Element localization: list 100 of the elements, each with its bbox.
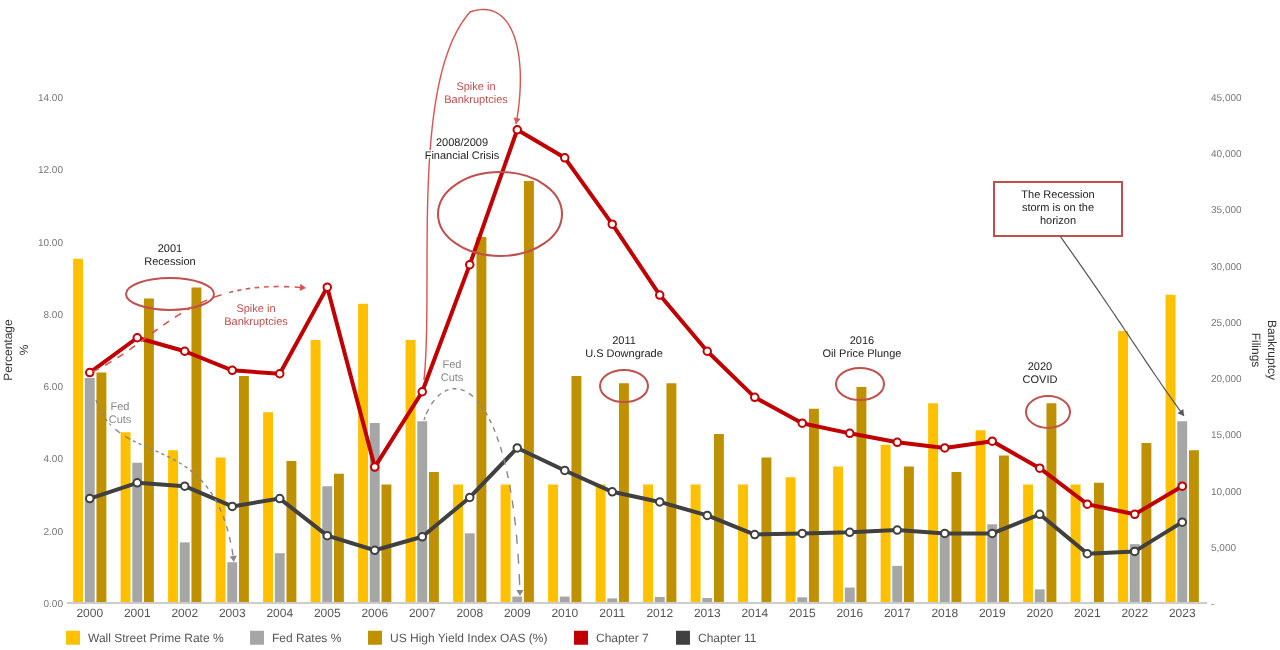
bar <box>523 180 534 602</box>
bar <box>643 484 654 602</box>
point <box>465 259 475 270</box>
bar <box>559 596 570 602</box>
point <box>180 481 190 491</box>
point <box>797 418 807 428</box>
bar <box>1165 294 1176 602</box>
bar <box>84 377 95 602</box>
bar <box>595 484 606 602</box>
point <box>797 528 807 539</box>
point <box>180 346 190 356</box>
bar <box>1118 330 1129 602</box>
bar <box>191 287 202 602</box>
point <box>370 545 380 556</box>
bar <box>238 376 249 602</box>
bar <box>761 457 772 602</box>
point <box>275 369 285 379</box>
point <box>750 392 760 403</box>
point <box>512 125 522 135</box>
bar <box>453 484 464 602</box>
bar <box>476 236 487 602</box>
bar <box>785 477 796 602</box>
bar <box>1177 421 1188 602</box>
point <box>702 346 712 356</box>
bar <box>120 432 131 602</box>
bar <box>1188 450 1199 602</box>
bar <box>833 466 844 602</box>
point <box>1035 463 1045 473</box>
bar <box>1070 484 1081 602</box>
bar <box>500 484 511 602</box>
bar <box>975 430 986 602</box>
bar <box>808 408 819 602</box>
bar <box>333 473 344 602</box>
bar <box>381 484 392 602</box>
bar <box>286 461 297 602</box>
bar <box>215 457 226 602</box>
bar <box>96 372 107 602</box>
bar <box>1034 589 1045 602</box>
bar <box>310 339 321 602</box>
point <box>417 532 427 542</box>
bar <box>666 383 677 602</box>
bar <box>844 587 855 602</box>
point <box>227 501 237 512</box>
point <box>370 462 380 472</box>
point <box>1177 481 1187 491</box>
point <box>655 290 665 300</box>
point <box>987 528 997 539</box>
bar <box>618 383 629 602</box>
bar <box>571 376 582 602</box>
point <box>750 529 760 540</box>
bar <box>73 258 84 602</box>
bar <box>939 535 950 602</box>
point <box>322 530 332 541</box>
bar <box>738 484 749 602</box>
point <box>132 333 142 343</box>
point <box>940 443 950 453</box>
point <box>85 367 95 378</box>
bar <box>143 298 154 602</box>
point <box>1177 517 1187 527</box>
bar <box>690 484 701 602</box>
point <box>85 493 95 504</box>
point <box>275 493 285 504</box>
bar <box>358 303 369 602</box>
bar <box>951 471 962 602</box>
bar <box>928 403 939 602</box>
point <box>987 436 997 446</box>
point <box>417 386 427 397</box>
point <box>655 497 665 507</box>
point <box>1130 546 1140 557</box>
point <box>702 510 712 521</box>
bar <box>880 444 891 602</box>
bar <box>464 533 475 602</box>
bar <box>548 484 559 602</box>
bar <box>856 386 867 602</box>
bar <box>1141 442 1152 602</box>
point <box>227 365 237 376</box>
point <box>940 528 950 539</box>
point <box>322 282 332 292</box>
point <box>1082 499 1092 509</box>
point <box>607 219 617 229</box>
bar <box>1023 484 1034 602</box>
point <box>512 443 522 453</box>
bar <box>132 462 143 602</box>
bar <box>1046 403 1057 602</box>
point <box>465 492 475 503</box>
point <box>892 525 902 535</box>
point <box>1082 548 1092 559</box>
bar <box>998 455 1009 602</box>
point <box>892 437 902 448</box>
bar <box>654 596 665 602</box>
bar <box>1093 482 1104 602</box>
bar <box>903 466 914 602</box>
point <box>1035 509 1045 520</box>
point <box>845 428 855 439</box>
bar <box>713 433 724 602</box>
bar <box>263 412 274 602</box>
point <box>560 465 570 476</box>
bar <box>274 553 285 602</box>
point <box>132 478 142 488</box>
bar <box>892 565 903 602</box>
